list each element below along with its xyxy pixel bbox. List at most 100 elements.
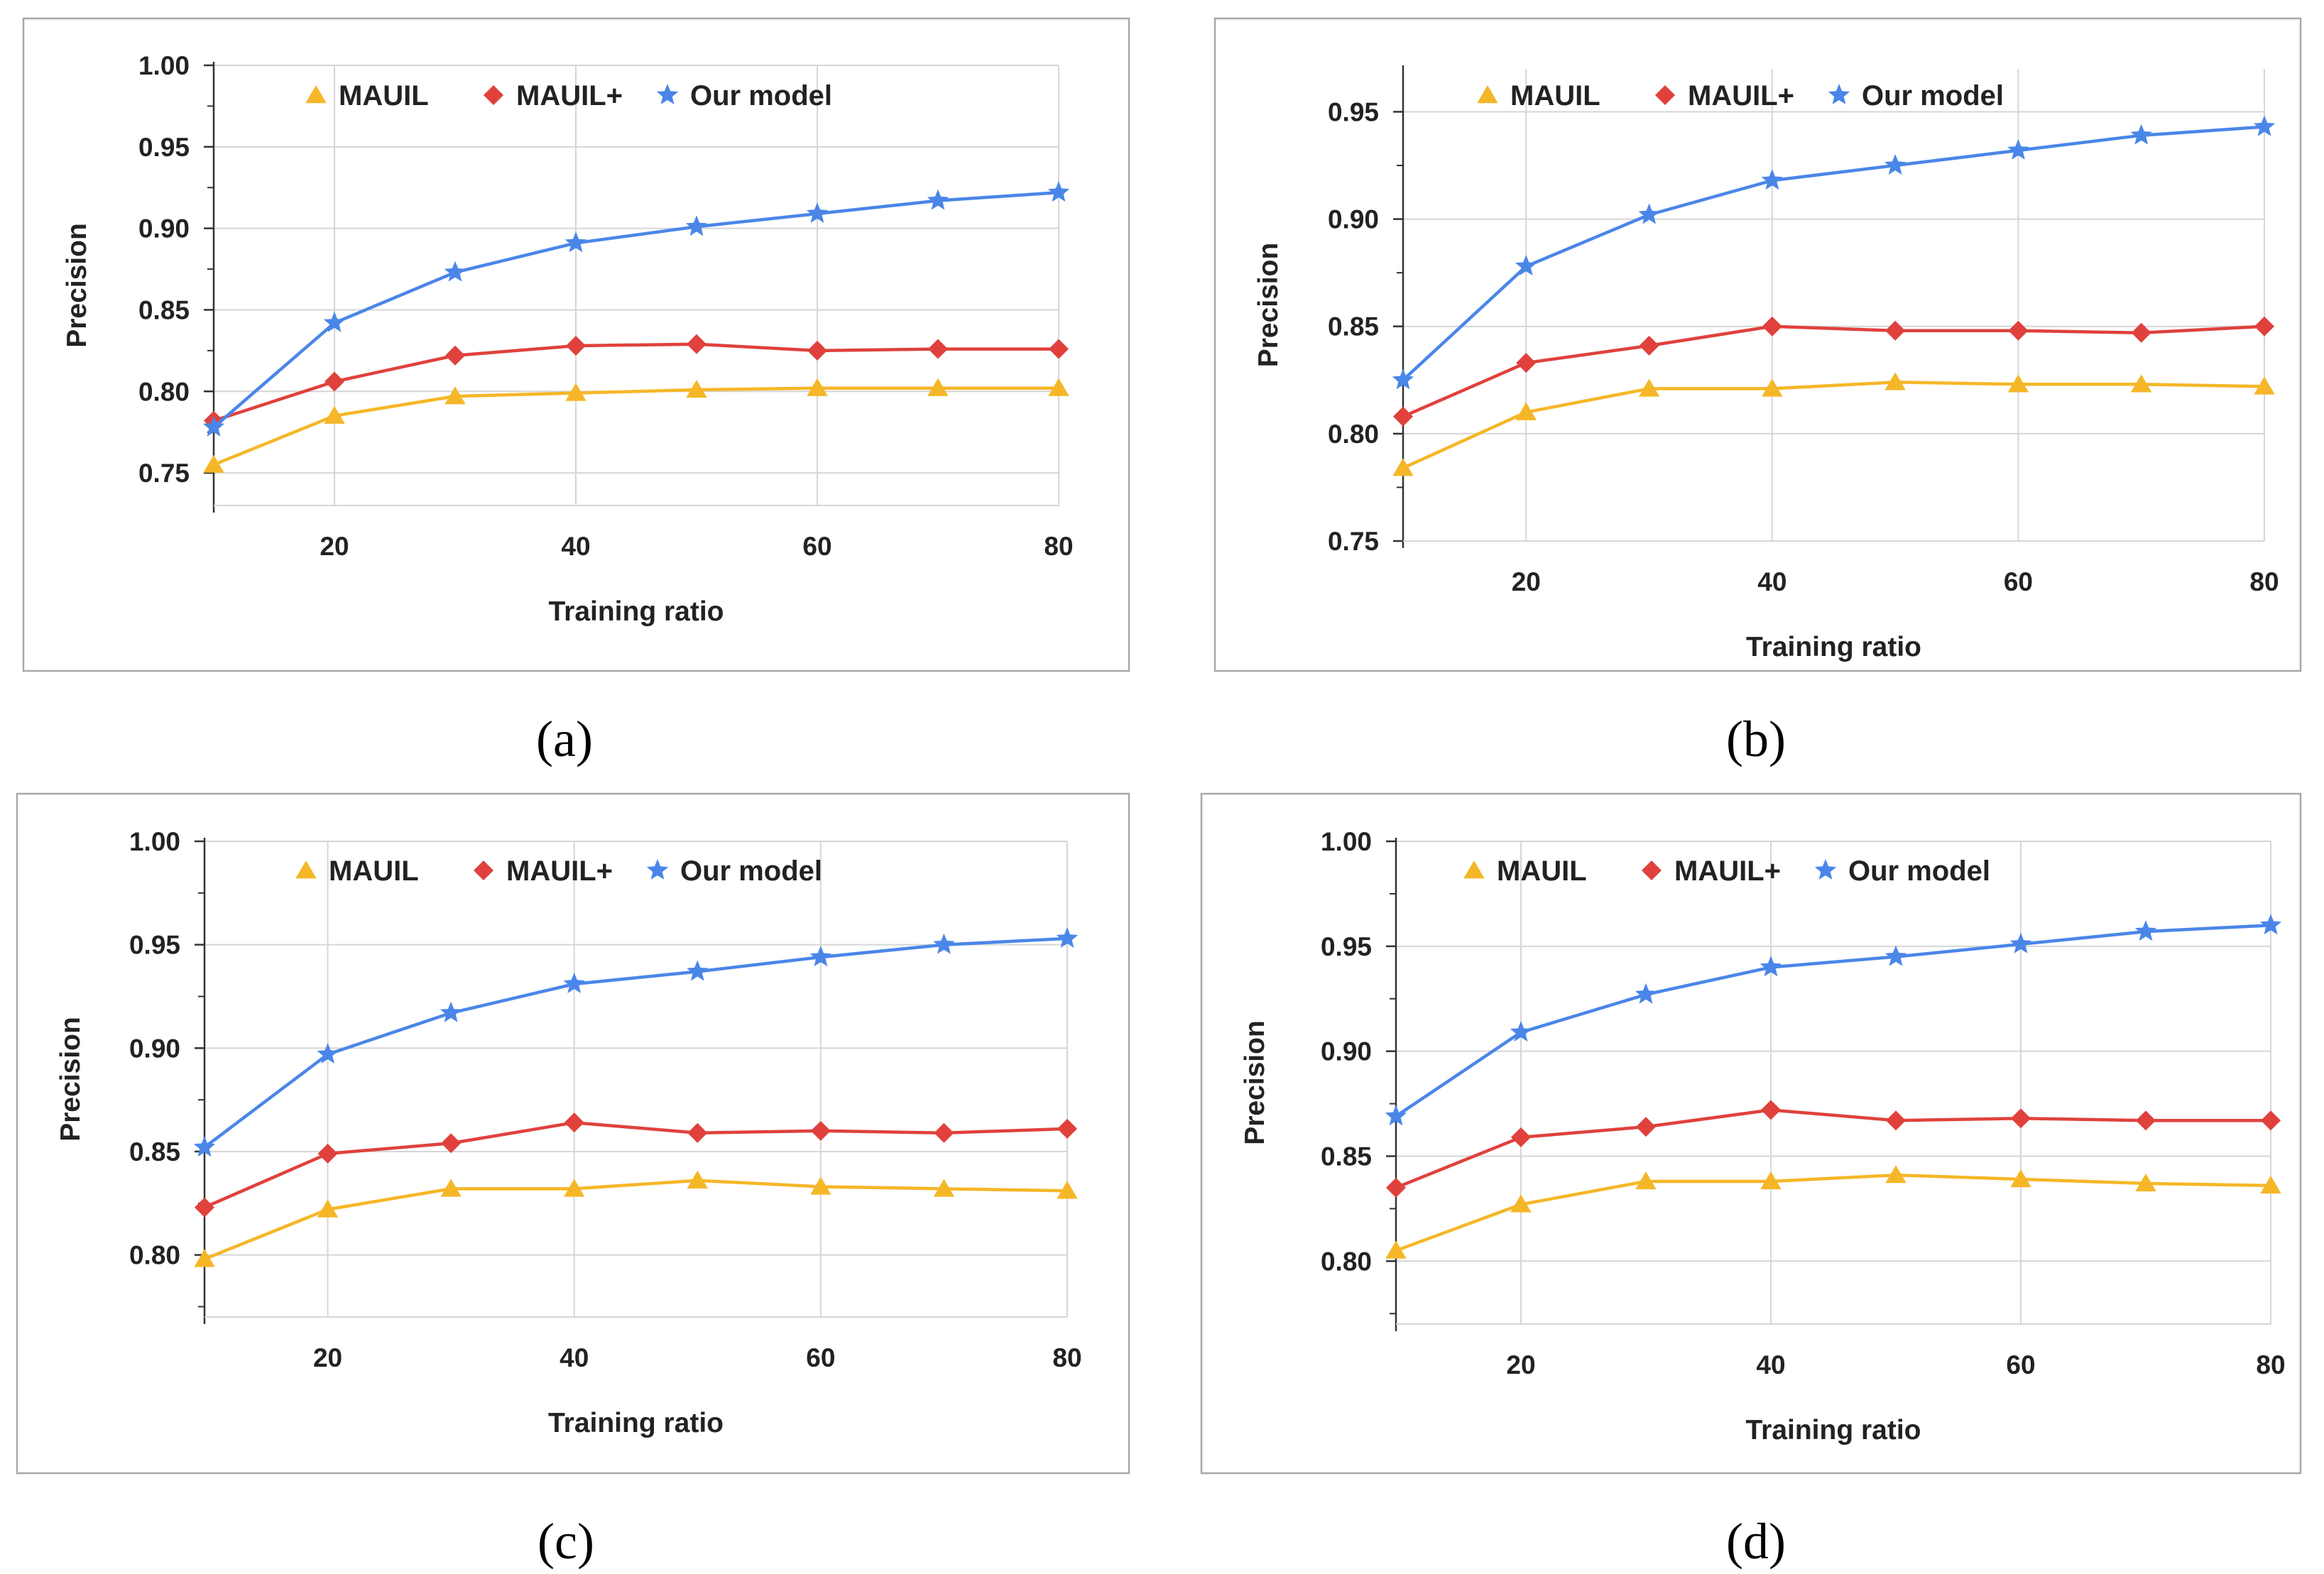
legend-label: MAUIL — [1510, 80, 1600, 111]
y-tick-label: 1.00 — [129, 827, 180, 856]
legend-triangle-marker-icon — [305, 85, 327, 104]
legend-star-marker-icon — [646, 859, 669, 880]
data-point-ourmodel — [2007, 138, 2029, 160]
legend-label: MAUIL+ — [516, 80, 623, 111]
data-point-mauil — [1761, 1100, 1781, 1120]
y-tick-label: 0.90 — [138, 214, 190, 244]
y-tick-label: 1.00 — [1321, 827, 1372, 856]
data-point-mauil — [445, 345, 465, 366]
legend-label: Our model — [1848, 856, 1990, 887]
data-point-mauil — [444, 386, 466, 405]
series-line-ourmodel — [212, 190, 1059, 429]
data-point-mauil — [1762, 316, 1782, 337]
x-axis-title: Training ratio — [548, 1408, 724, 1438]
data-point-mauil — [1049, 339, 1069, 359]
legend-triangle-marker-icon — [1463, 860, 1485, 879]
x-tick-label: 20 — [1512, 567, 1541, 596]
data-point-ourmodel — [317, 1043, 339, 1064]
y-tick-label: 0.75 — [138, 459, 190, 488]
y-tick-label: 1.00 — [138, 51, 190, 80]
data-point-mauil — [807, 340, 827, 361]
data-point-ourmodel — [806, 202, 829, 223]
data-point-ourmodel — [193, 1136, 216, 1157]
data-point-mauil — [933, 1179, 955, 1197]
x-tick-label: 80 — [2249, 567, 2279, 596]
data-point-ourmodel — [2009, 932, 2032, 953]
y-tick-label: 0.80 — [1328, 420, 1379, 449]
series-line-ourmodel — [203, 936, 1068, 1149]
data-point-mauil — [2254, 316, 2274, 337]
data-point-mauil — [1511, 1127, 1531, 1147]
data-point-ourmodel — [444, 261, 467, 282]
data-point-mauil — [810, 1120, 831, 1141]
x-tick-label: 60 — [2004, 567, 2033, 596]
data-point-mauil — [2260, 1175, 2281, 1194]
data-point-ourmodel — [1056, 927, 1079, 948]
data-point-mauil — [564, 1179, 585, 1197]
y-tick-label: 0.90 — [129, 1034, 180, 1063]
series-line-mauil — [1402, 324, 2265, 418]
series-line-mauil — [1395, 1173, 2271, 1252]
panel-caption: (a) — [536, 711, 593, 767]
data-point-ourmodel — [685, 215, 708, 236]
chart-frame — [1213, 17, 2302, 672]
data-point-mauil — [440, 1179, 462, 1197]
x-tick-label: 80 — [2256, 1350, 2285, 1379]
legend-diamond-marker-icon — [1655, 85, 1675, 105]
data-point-ourmodel — [1392, 368, 1414, 390]
y-tick-label: 0.85 — [1328, 312, 1379, 341]
y-axis-title: Precision — [62, 223, 92, 348]
series-line-mauil — [204, 1120, 1068, 1209]
x-axis-title: Training ratio — [548, 596, 724, 627]
data-point-mauil — [1386, 1177, 1406, 1198]
data-point-ourmodel — [1638, 203, 1660, 224]
legend-star-marker-icon — [656, 84, 679, 104]
y-tick-label: 0.75 — [1328, 527, 1379, 556]
data-point-mauil — [1510, 1194, 1532, 1213]
chart-frame — [22, 17, 1130, 672]
x-axis-title: Training ratio — [1745, 1415, 1921, 1445]
data-point-mauil — [934, 1122, 954, 1143]
data-point-ourmodel — [563, 973, 585, 993]
legend-label: Our model — [680, 856, 822, 887]
legend-diamond-marker-icon — [484, 85, 503, 105]
x-tick-label: 40 — [1756, 1350, 1785, 1379]
data-point-ourmodel — [1635, 983, 1657, 1004]
y-tick-label: 0.85 — [138, 295, 190, 324]
x-tick-label: 60 — [802, 532, 831, 561]
y-tick-label: 0.95 — [129, 931, 180, 960]
chart-panel-3: 0.80 0.85 0.90 0.95 1.00 20 40 60 80 Training rat… — [16, 792, 1130, 1475]
series-line-mauil — [204, 1179, 1068, 1261]
data-point-mauil — [686, 379, 707, 398]
x-tick-label: 60 — [806, 1343, 835, 1372]
data-point-mauil — [203, 454, 224, 473]
data-point-ourmodel — [202, 415, 225, 437]
data-point-mauil — [2131, 322, 2151, 343]
data-point-ourmodel — [2134, 920, 2157, 941]
series-line-ourmodel — [1402, 125, 2265, 381]
data-point-mauil — [194, 1249, 215, 1267]
data-point-mauil — [687, 334, 707, 354]
data-point-mauil — [1385, 1240, 1407, 1259]
y-tick-label: 0.90 — [1321, 1037, 1372, 1066]
data-point-mauil — [1885, 1165, 1906, 1184]
data-point-mauil — [2261, 1110, 2281, 1131]
data-point-mauil — [1639, 335, 1659, 356]
data-point-ourmodel — [927, 189, 949, 210]
legend-diamond-marker-icon — [474, 860, 493, 880]
x-tick-label: 80 — [1044, 532, 1073, 561]
y-tick-label: 0.80 — [138, 377, 190, 406]
data-point-ourmodel — [2130, 124, 2152, 145]
panel-caption: (c) — [538, 1513, 594, 1570]
x-axis-title: Training ratio — [1746, 632, 1921, 662]
data-point-mauil — [1762, 378, 1783, 397]
data-point-mauil — [1516, 353, 1537, 373]
series-line-mauil — [1402, 381, 2265, 470]
chart-frame — [1200, 792, 2302, 1475]
data-point-mauil — [441, 1133, 462, 1154]
y-tick-label: 0.80 — [1321, 1247, 1372, 1276]
y-tick-label: 0.90 — [1328, 205, 1379, 234]
data-point-ourmodel — [564, 231, 587, 253]
data-point-ourmodel — [1761, 169, 1784, 190]
